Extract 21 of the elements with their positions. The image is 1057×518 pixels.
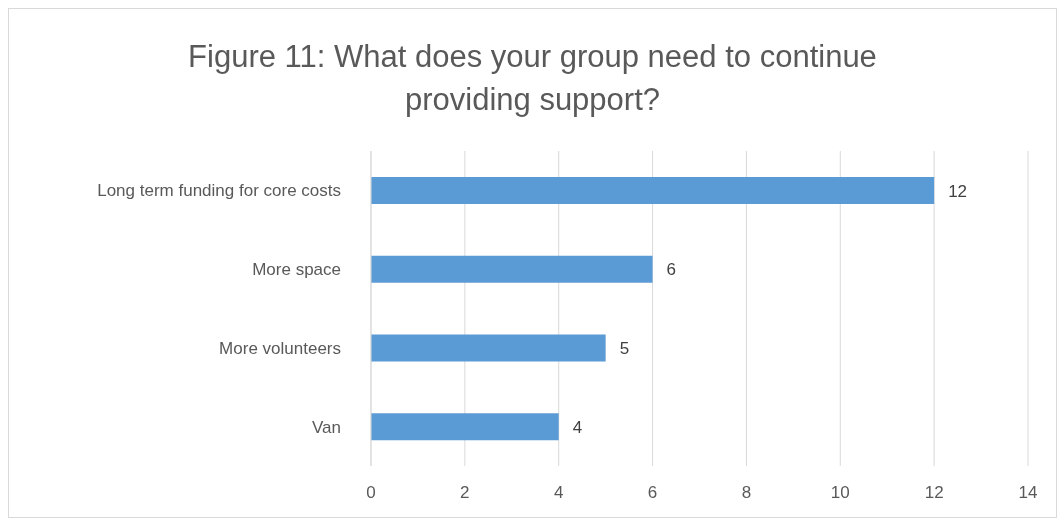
x-tick-label: 10	[830, 483, 850, 503]
y-tick-label: Van	[312, 417, 341, 437]
x-tick-label: 14	[1018, 483, 1038, 503]
x-tick-label: 4	[553, 483, 564, 503]
bar	[371, 413, 559, 441]
x-tick-label: 8	[741, 483, 752, 503]
chart-title: Figure 11: What does your group need to continue providing support?	[187, 38, 878, 120]
x-tick-label: 2	[460, 483, 470, 503]
data-label: 6	[666, 260, 677, 280]
x-tick-label: 0	[366, 483, 376, 503]
x-tick-label: 6	[647, 483, 658, 503]
bar	[371, 255, 653, 283]
bar	[371, 334, 606, 362]
x-tick-label: 12	[924, 483, 944, 503]
data-label: 4	[572, 417, 583, 437]
y-tick-label: More space	[252, 260, 341, 280]
bar	[371, 177, 935, 204]
data-label: 5	[619, 339, 630, 359]
y-tick-label: Long term funding for core costs	[97, 181, 341, 201]
y-tick-label: More volunteers	[219, 338, 341, 358]
data-label: 12	[948, 181, 968, 201]
